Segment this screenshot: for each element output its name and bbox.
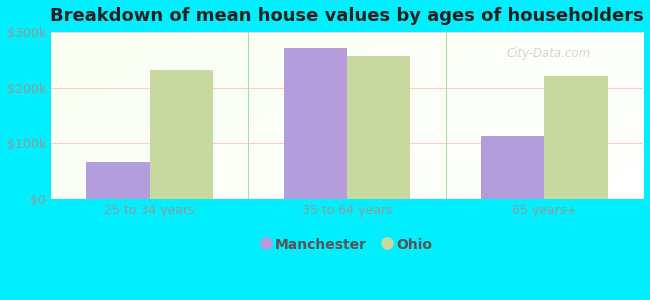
Text: City-Data.com: City-Data.com xyxy=(507,47,591,60)
Bar xyxy=(544,76,608,199)
Title: Breakdown of mean house values by ages of householders: Breakdown of mean house values by ages o… xyxy=(50,7,644,25)
Legend: Manchester, Ohio: Manchester, Ohio xyxy=(262,238,432,252)
Bar xyxy=(284,48,347,199)
Bar xyxy=(150,70,213,199)
Bar xyxy=(86,162,150,199)
Bar xyxy=(347,56,410,199)
Bar xyxy=(481,136,544,199)
